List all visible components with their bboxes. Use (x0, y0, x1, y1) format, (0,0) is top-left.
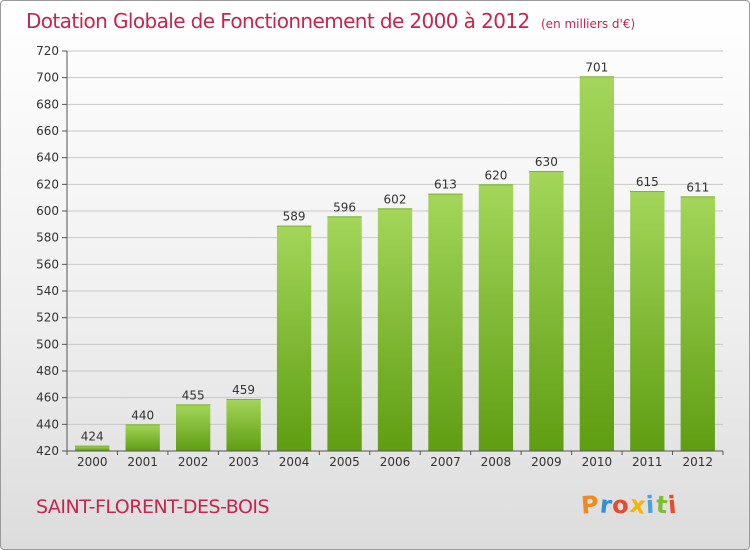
proxiti-logo[interactable]: Proxiti (580, 490, 679, 520)
y-tick-label: 560 (36, 257, 59, 271)
y-tick-label: 480 (36, 364, 59, 378)
bar-value-label: 611 (686, 180, 709, 194)
x-tick-label: 2012 (682, 455, 713, 469)
x-tick-label: 2006 (380, 455, 411, 469)
bar-value-label: 596 (333, 200, 356, 214)
bar-2009 (529, 171, 564, 451)
y-tick-label: 660 (36, 124, 59, 138)
y-tick-label: 640 (36, 151, 59, 165)
x-tick-label: 2010 (582, 455, 613, 469)
x-axis: 2000 2001 2002 2003 2004 2005 2006 2007 2008 2009… (66, 450, 724, 469)
bar-value-label: 440 (131, 408, 154, 422)
bar-value-label: 455 (182, 388, 205, 402)
y-tick-label: 600 (36, 204, 59, 218)
bar-2003 (226, 399, 261, 451)
x-tick-label: 2003 (228, 455, 259, 469)
bar-2001 (125, 424, 160, 451)
bar-2008 (478, 184, 514, 452)
y-tick-label: 500 (36, 337, 59, 351)
y-tick-label: 460 (36, 391, 59, 405)
x-tick-label: 2005 (329, 455, 360, 469)
y-tick-label: 540 (36, 284, 59, 298)
bar-value-label: 424 (81, 430, 104, 444)
logo-letter: i (666, 490, 679, 520)
bar-2005 (327, 216, 362, 451)
bar-2007 (428, 193, 463, 451)
bar-2006 (377, 208, 413, 451)
y-tick-label: 680 (36, 97, 59, 111)
y-tick-label: 420 (36, 444, 59, 458)
bar-value-label: 701 (585, 60, 608, 74)
y-tick-label: 580 (36, 231, 59, 245)
bar-value-label: 615 (636, 175, 659, 189)
bar-chart: 420 440 460 480 500 520 540 560 580 600 620 640 660 6… (36, 44, 724, 469)
x-tick-label: 2002 (178, 455, 209, 469)
chart-unit-subtitle: (en milliers d'€) (541, 17, 636, 31)
bar-2002 (175, 404, 211, 451)
commune-name: SAINT-FLORENT-DES-BOIS (36, 496, 270, 518)
bar-value-label: 589 (283, 210, 306, 224)
y-tick-label: 620 (36, 177, 59, 191)
bar-2010 (579, 76, 615, 451)
bar-value-label: 459 (232, 383, 255, 397)
y-tick-label: 520 (36, 311, 59, 325)
y-tick-label: 440 (36, 417, 59, 431)
x-tick-label: 2001 (127, 455, 158, 469)
bar-2004 (276, 225, 312, 451)
x-tick-label: 2007 (430, 455, 461, 469)
x-tick-label: 2009 (531, 455, 562, 469)
bar-2011 (630, 191, 665, 451)
bar-value-label: 602 (384, 192, 407, 206)
y-tick-label: 700 (36, 71, 59, 85)
bar-value-label: 620 (484, 168, 507, 182)
bars: 424 440 455 459 589 596 602 613 620 630 701 615 611 (75, 60, 715, 452)
bar-2012 (680, 196, 715, 451)
y-axis: 420 440 460 480 500 520 540 560 580 600 620 640 660 6… (36, 44, 68, 458)
x-tick-label: 2011 (632, 455, 663, 469)
x-tick-label: 2008 (481, 455, 512, 469)
bar-2000 (75, 445, 110, 451)
bar-value-label: 630 (535, 155, 558, 169)
y-tick-label: 720 (36, 44, 59, 58)
logo-letter: P (580, 490, 601, 520)
bar-value-label: 613 (434, 178, 457, 192)
x-tick-label: 2000 (77, 455, 108, 469)
chart-title: Dotation Globale de Fonctionnement de 20… (26, 9, 530, 33)
x-tick-label: 2004 (279, 455, 310, 469)
